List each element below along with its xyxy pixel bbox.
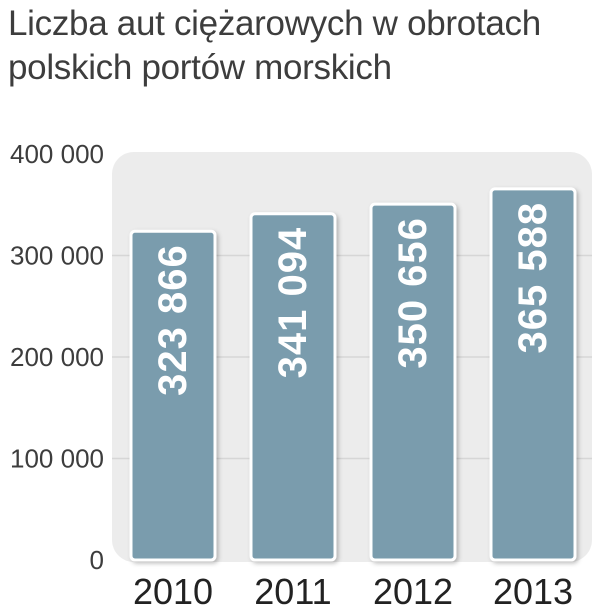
bars: 323 866 341 094 350 656 365 588 bbox=[129, 187, 577, 562]
x-tick-label: 2011 bbox=[254, 571, 331, 612]
y-tick-label: 400 000 bbox=[10, 139, 104, 169]
y-tick-label: 200 000 bbox=[10, 342, 104, 372]
bar bbox=[489, 187, 577, 562]
bar bbox=[369, 202, 457, 562]
x-tick-label: 2013 bbox=[493, 571, 573, 612]
bar bbox=[129, 229, 217, 562]
bar-value-label: 323 866 bbox=[151, 244, 195, 396]
x-axis-tick-labels: 2010 2011 2012 2013 bbox=[133, 571, 573, 612]
y-tick-label: 300 000 bbox=[10, 241, 104, 271]
bar bbox=[249, 212, 337, 562]
chart-title: Liczba aut ciężarowych w obrotach polski… bbox=[8, 4, 541, 87]
bar-value-label: 365 588 bbox=[511, 202, 555, 354]
bar-value-label: 350 656 bbox=[391, 217, 435, 369]
bar-value-label: 341 094 bbox=[271, 227, 315, 379]
x-tick-label: 2010 bbox=[133, 571, 213, 612]
y-axis-tick-labels: 0 100 000 200 000 300 000 400 000 bbox=[10, 139, 104, 575]
x-tick-label: 2012 bbox=[373, 571, 453, 612]
y-tick-label: 0 bbox=[90, 545, 104, 575]
y-tick-label: 100 000 bbox=[10, 444, 104, 474]
